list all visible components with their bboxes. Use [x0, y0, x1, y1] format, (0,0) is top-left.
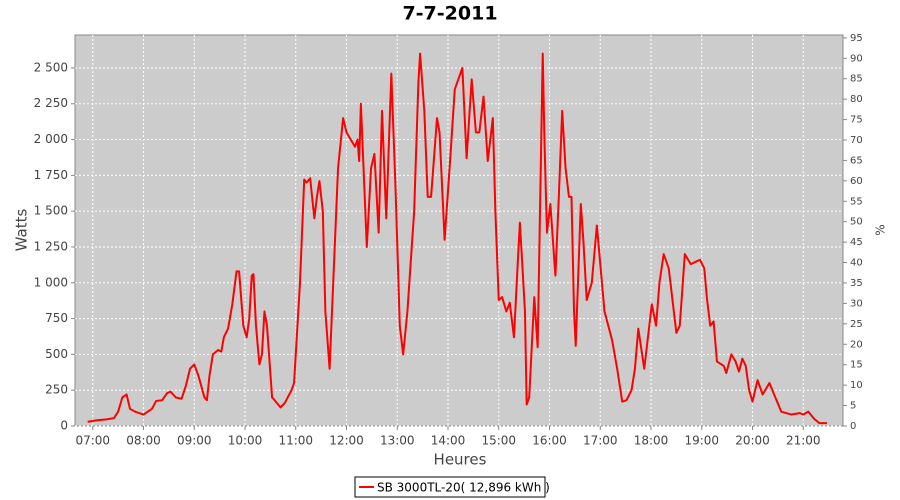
x-tick-label: 11:00 — [278, 434, 313, 448]
x-tick-label: 17:00 — [583, 434, 618, 448]
x-tick-label: 10:00 — [228, 434, 263, 448]
x-tick-label: 13:00 — [380, 434, 415, 448]
x-tick-label: 15:00 — [481, 434, 516, 448]
y-tick-label: 500 — [45, 347, 68, 361]
x-axis-label: Heures — [434, 451, 487, 469]
y-tick-label: 2 500 — [34, 60, 68, 74]
y-axis-label: Watts — [13, 209, 31, 252]
y2-tick-label: 95 — [850, 33, 863, 44]
y2-tick-label: 55 — [850, 196, 863, 207]
y-tick-label: 2 250 — [34, 96, 68, 110]
y2-tick-label: 10 — [850, 380, 863, 391]
y2-tick-label: 30 — [850, 298, 863, 309]
y2-tick-label: 90 — [850, 53, 863, 64]
y2-tick-label: 20 — [850, 339, 863, 350]
x-tick-label: 18:00 — [634, 434, 669, 448]
y2-tick-label: 15 — [850, 360, 863, 371]
y2-tick-label: 60 — [850, 176, 863, 187]
x-tick-label: 07:00 — [75, 434, 110, 448]
x-tick-label: 20:00 — [735, 434, 770, 448]
y-tick-label: 1 000 — [34, 275, 68, 289]
y-tick-label: 1 250 — [34, 239, 68, 253]
y2-tick-label: 45 — [850, 237, 863, 248]
y2-tick-label: 0 — [850, 421, 856, 432]
y-tick-label: 250 — [45, 383, 68, 397]
y2-tick-label: 50 — [850, 217, 863, 228]
y2-tick-label: 5 — [850, 401, 856, 412]
y2-tick-label: 35 — [850, 278, 863, 289]
legend — [354, 476, 546, 498]
x-tick-label: 14:00 — [431, 434, 466, 448]
x-tick-label: 16:00 — [532, 434, 567, 448]
x-tick-label: 21:00 — [786, 434, 821, 448]
y2-tick-label: 85 — [850, 74, 863, 85]
chart-title: 7-7-2011 — [402, 3, 497, 25]
y2-tick-label: 65 — [850, 155, 863, 166]
y2-axis-label: % — [874, 224, 888, 235]
y2-tick-label: 75 — [850, 115, 863, 126]
y2-tick-label: 40 — [850, 258, 863, 269]
x-tick-label: 12:00 — [329, 434, 364, 448]
y-tick-label: 0 — [60, 419, 68, 433]
y-tick-label: 750 — [45, 311, 68, 325]
y-tick-label: 1 500 — [34, 204, 68, 218]
x-tick-label: 08:00 — [126, 434, 161, 448]
plot-area — [74, 34, 844, 427]
y-tick-label: 1 750 — [34, 168, 68, 182]
y2-tick-label: 70 — [850, 135, 863, 146]
x-tick-label: 09:00 — [177, 434, 212, 448]
legend-label: SB 3000TL-20( 12,896 kWh ) — [377, 481, 550, 495]
x-tick-label: 19:00 — [684, 434, 719, 448]
y2-tick-label: 80 — [850, 94, 863, 105]
data-line — [87, 52, 827, 425]
y2-tick-label: 25 — [850, 319, 863, 330]
y-tick-label: 2 000 — [34, 132, 68, 146]
